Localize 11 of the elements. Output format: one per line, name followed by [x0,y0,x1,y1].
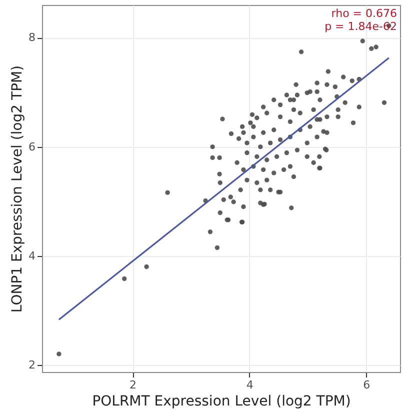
y-tick-label: 4 [28,249,36,262]
y-tick-label: 2 [28,358,36,372]
annotation: p = 1.84e-62 [324,20,397,33]
x-tick-label: 2 [130,378,137,392]
y-tick-label: 6 [28,140,36,154]
x-axis-title: POLRMT Expression Level (log2 TPM) [92,394,351,410]
annotation: rho = 0.676 [331,7,397,20]
y-tick-label: 8 [28,31,36,44]
x-tick-label: 4 [246,378,254,392]
y-axis-title: LONP1 Expression Level (log2 TPM) [10,65,26,313]
x-tick-label: 6 [363,378,370,392]
